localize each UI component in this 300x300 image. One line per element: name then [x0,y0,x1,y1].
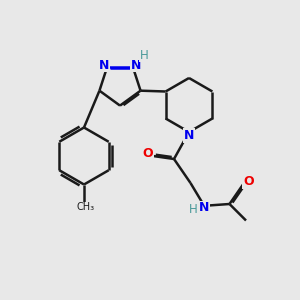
Text: H: H [140,49,148,62]
Text: CH₃: CH₃ [76,202,94,212]
Text: O: O [243,175,254,188]
Text: N: N [199,201,209,214]
Text: H: H [189,202,198,216]
Text: N: N [99,58,110,71]
Text: O: O [142,146,153,160]
Text: N: N [184,129,194,142]
Text: N: N [130,58,141,71]
